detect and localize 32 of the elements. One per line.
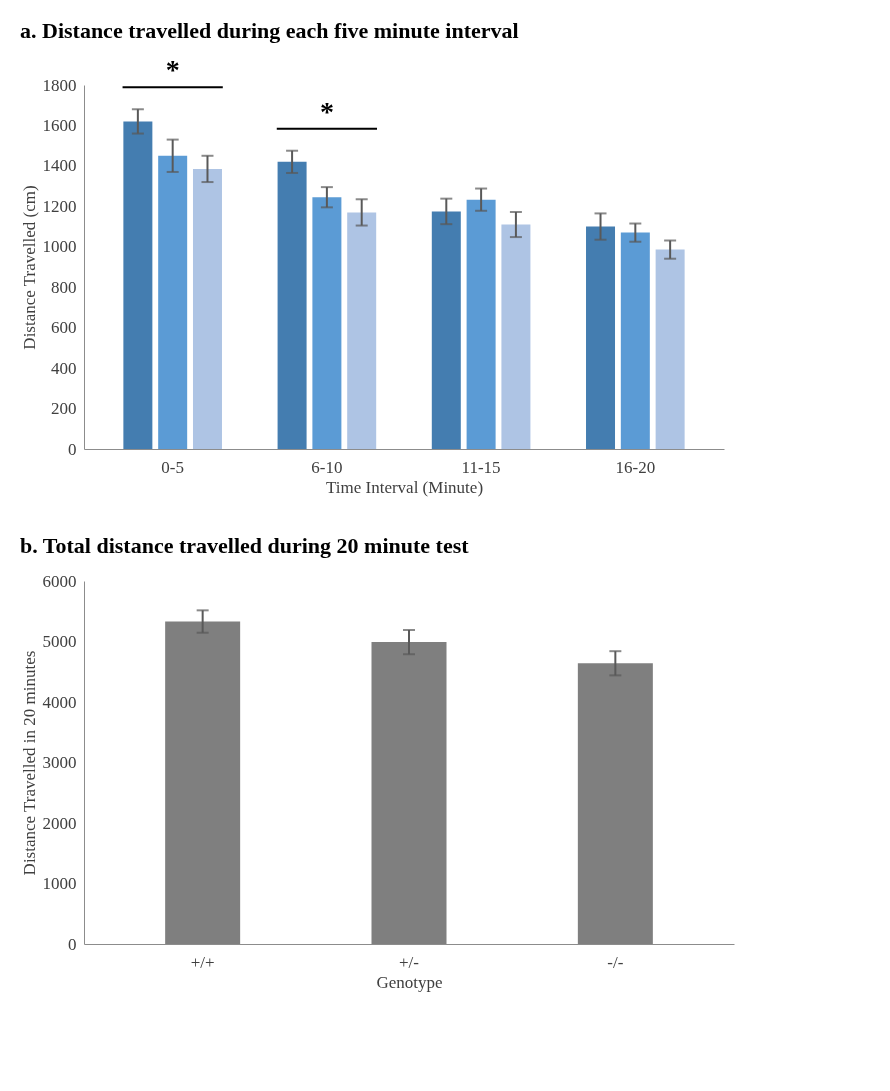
y-tick-label: 1400: [42, 156, 77, 176]
y-tick-label: 400: [51, 358, 77, 378]
y-axis-title: Distance Travelled in 20 minutes: [19, 650, 39, 876]
x-tick-label: 16-20: [615, 457, 656, 477]
y-tick-label: 800: [51, 277, 77, 297]
x-axis-title: Genotype: [376, 972, 443, 992]
y-tick-label: 1200: [42, 196, 77, 216]
y-tick-label: 4000: [42, 692, 77, 712]
y-tick-label: 600: [51, 318, 77, 338]
x-tick-label: +/-: [399, 952, 420, 972]
y-tick-label: 1800: [42, 75, 77, 95]
chart-title: a. Distance travelled during each five minute interval: [20, 18, 519, 44]
y-tick-label: 1000: [42, 874, 77, 893]
x-axis-title: Time Interval (Minute): [325, 477, 484, 497]
y-tick-label: 200: [51, 399, 77, 419]
y-tick-label: 2000: [42, 813, 77, 833]
x-tick-label: 6-10: [311, 457, 343, 477]
x-tick-label: 0-5: [161, 457, 185, 477]
chart-title: b. Total distance travelled during 20 minute test: [20, 533, 470, 558]
y-tick-label: 1000: [42, 237, 77, 257]
x-tick-label: 11-15: [461, 457, 501, 477]
annotation: *: [319, 95, 334, 127]
text: *: [165, 54, 180, 86]
y-tick-label: 0: [68, 934, 77, 954]
y-tick-label: 1600: [42, 115, 77, 135]
y-tick-label: 0: [68, 439, 77, 459]
y-tick-label: 6000: [42, 571, 77, 591]
y-tick-label: 3000: [42, 753, 77, 772]
y-axis-title: Distance Travelled (cm): [19, 185, 39, 350]
y-tick-label: 5000: [42, 632, 77, 651]
x-tick-label: +/+: [190, 952, 215, 972]
x-tick-label: -/-: [607, 952, 624, 972]
